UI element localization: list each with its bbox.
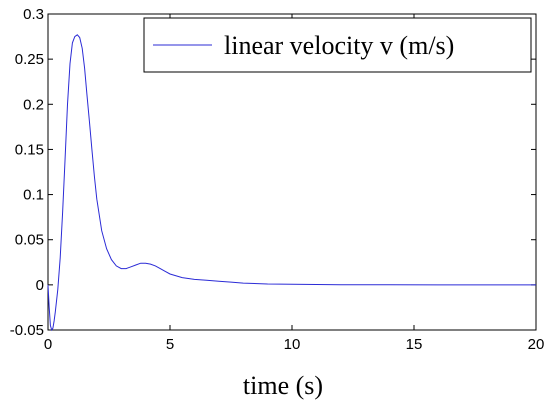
- y-tick-label: 0.3: [23, 6, 44, 23]
- y-tick-labels: -0.05 0 0.05 0.1 0.15 0.2 0.25 0.3: [10, 6, 44, 339]
- y-tick-label: -0.05: [10, 322, 44, 339]
- legend-label: linear velocity v (m/s): [224, 31, 454, 60]
- y-tick-label: 0.25: [15, 51, 44, 68]
- x-tick-label: 20: [528, 336, 545, 353]
- x-tick-label: 0: [44, 336, 52, 353]
- y-tick-label: 0.15: [15, 141, 44, 158]
- y-tick-label: 0.05: [15, 232, 44, 249]
- y-tick-label: 0: [36, 277, 44, 294]
- x-tick-label: 15: [406, 336, 423, 353]
- x-tick-label: 10: [284, 336, 301, 353]
- legend: linear velocity v (m/s): [143, 17, 532, 73]
- y-tick-label: 0.2: [23, 96, 44, 113]
- x-tick-label: 5: [166, 336, 174, 353]
- y-tick-label: 0.1: [23, 187, 44, 204]
- series-line-velocity: [47, 34, 536, 332]
- x-axis-title: time (s): [243, 371, 323, 400]
- x-tick-labels: 0 5 10 15 20: [44, 336, 545, 353]
